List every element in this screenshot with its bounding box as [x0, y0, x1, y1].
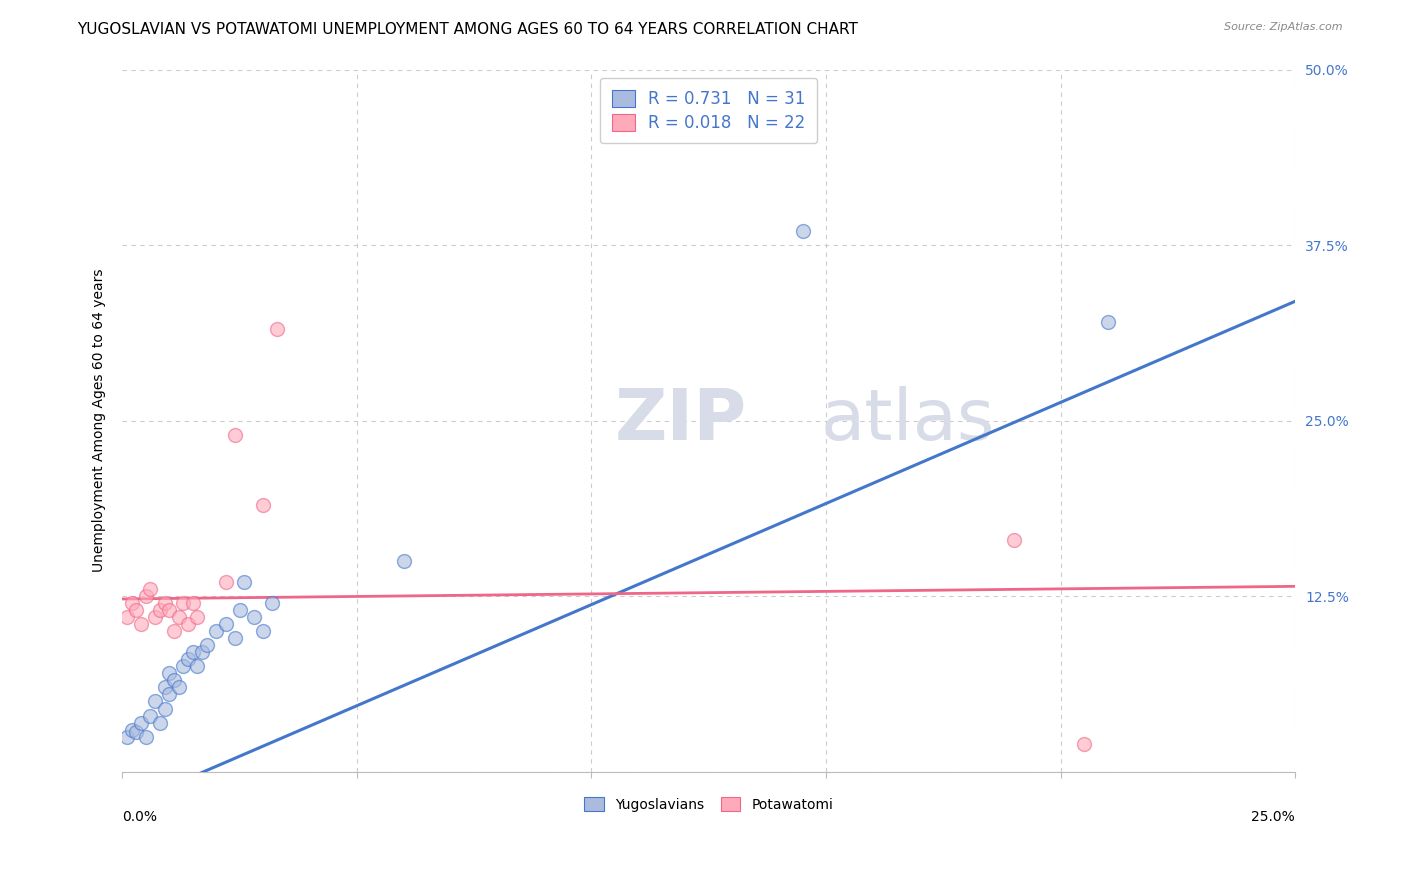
Point: [153, 596, 176, 610]
Text: atlas: atlas: [820, 386, 994, 455]
Point: [172, 659, 194, 673]
Point: [135, 589, 157, 603]
Point: [153, 701, 176, 715]
Point: [143, 694, 166, 708]
Legend: Yugoslavians, Potawatomi: Yugoslavians, Potawatomi: [579, 791, 839, 817]
Point: [135, 730, 157, 744]
Text: Source: ZipAtlas.com: Source: ZipAtlas.com: [1225, 22, 1343, 32]
Point: [186, 610, 208, 624]
Point: [163, 673, 186, 688]
Point: [172, 596, 194, 610]
Point: [129, 617, 152, 632]
Text: ZIP: ZIP: [614, 386, 747, 455]
Point: [252, 498, 274, 512]
Point: [177, 617, 200, 632]
Point: [262, 596, 284, 610]
Point: [195, 638, 218, 652]
Point: [224, 632, 246, 646]
Point: [139, 708, 162, 723]
Point: [167, 681, 190, 695]
Point: [149, 715, 172, 730]
Point: [228, 603, 250, 617]
Point: [139, 582, 162, 596]
Point: [153, 681, 176, 695]
Point: [242, 610, 264, 624]
Point: [214, 575, 236, 590]
Text: 0.0%: 0.0%: [122, 810, 157, 824]
Point: [266, 322, 288, 336]
Point: [252, 624, 274, 639]
Point: [224, 427, 246, 442]
Point: [115, 730, 138, 744]
Point: [129, 715, 152, 730]
Point: [125, 603, 148, 617]
Point: [181, 596, 204, 610]
Point: [125, 725, 148, 739]
Point: [115, 610, 138, 624]
Point: [186, 659, 208, 673]
Point: [149, 603, 172, 617]
Point: [177, 652, 200, 666]
Point: [121, 723, 143, 737]
Point: [191, 645, 214, 659]
Point: [157, 666, 180, 681]
Point: [143, 610, 166, 624]
Point: [233, 575, 256, 590]
Point: [1097, 315, 1119, 329]
Y-axis label: Unemployment Among Ages 60 to 64 years: Unemployment Among Ages 60 to 64 years: [93, 268, 107, 573]
Point: [205, 624, 228, 639]
Point: [157, 603, 180, 617]
Point: [1073, 737, 1095, 751]
Point: [121, 596, 143, 610]
Text: YUGOSLAVIAN VS POTAWATOMI UNEMPLOYMENT AMONG AGES 60 TO 64 YEARS CORRELATION CHA: YUGOSLAVIAN VS POTAWATOMI UNEMPLOYMENT A…: [77, 22, 858, 37]
Point: [167, 610, 190, 624]
Point: [1002, 533, 1025, 547]
Point: [181, 645, 204, 659]
Text: 25.0%: 25.0%: [1251, 810, 1295, 824]
Point: [157, 688, 180, 702]
Point: [792, 224, 814, 238]
Point: [163, 624, 186, 639]
Point: [214, 617, 236, 632]
Point: [392, 554, 415, 568]
